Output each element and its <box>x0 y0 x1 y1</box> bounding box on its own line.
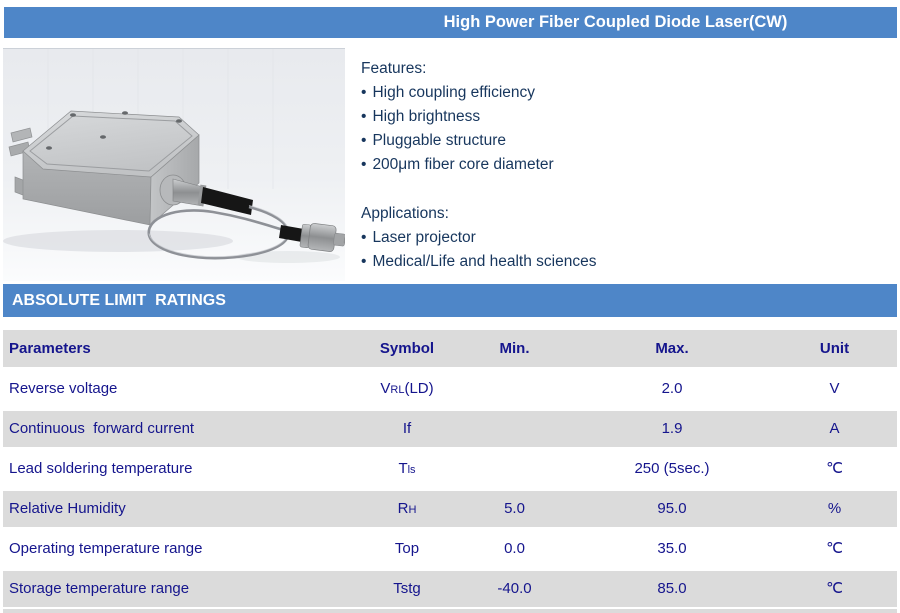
bullet-icon: • <box>361 253 367 270</box>
module-shadow <box>3 230 233 252</box>
fc-connector <box>299 223 351 252</box>
cell-symbol: Tls <box>398 460 416 477</box>
cell-max: 85.0 <box>657 580 687 597</box>
cell-min <box>457 411 572 447</box>
cell-parameter: Relative Humidity <box>9 500 126 517</box>
cell-parameter: Lead soldering temperature <box>9 460 193 477</box>
bullet-icon: • <box>361 132 367 149</box>
cell-unit: V <box>829 380 840 397</box>
cell-max: 250 (5sec.) <box>634 460 710 477</box>
feature-text: 200μm fiber core diameter <box>372 156 554 173</box>
cell-unit: A <box>829 420 840 437</box>
cell-min: -40.0 <box>497 580 532 597</box>
next-row-edge <box>3 609 897 613</box>
table-header-row: Parameters Symbol Min. Max. Unit <box>3 330 897 371</box>
cell-min <box>457 451 572 487</box>
feature-text: High coupling efficiency <box>372 84 535 101</box>
table-row: Storage temperature range Tstg -40.0 85.… <box>3 571 897 611</box>
laser-module-illustration <box>3 49 351 281</box>
application-item: • Laser projector <box>361 226 893 250</box>
cell-parameter: Storage temperature range <box>9 580 190 597</box>
cell-unit: % <box>827 500 842 517</box>
feature-text: High brightness <box>372 108 481 125</box>
features-heading: Features: <box>361 60 427 77</box>
cell-unit: ℃ <box>826 540 843 557</box>
cell-symbol: If <box>402 420 412 437</box>
bullet-icon: • <box>361 229 367 246</box>
bullet-icon: • <box>361 84 367 101</box>
table-row: Relative Humidity RH 5.0 95.0 % <box>3 491 897 531</box>
cell-max: 35.0 <box>657 540 687 557</box>
cell-unit: ℃ <box>826 580 843 597</box>
col-header-min: Min. <box>499 340 530 357</box>
cell-parameter: Continuous forward current <box>9 420 195 437</box>
bullet-icon: • <box>361 156 367 173</box>
application-text: Laser projector <box>372 229 476 246</box>
cell-symbol: Top <box>394 540 420 557</box>
cell-symbol: Tstg <box>393 580 421 597</box>
cell-parameter: Reverse voltage <box>9 380 118 397</box>
bullet-icon: • <box>361 108 367 125</box>
module-body <box>22 110 200 226</box>
feature-item: • High brightness <box>361 105 893 129</box>
lid-screws <box>46 111 182 150</box>
cell-max: 2.0 <box>661 380 683 397</box>
cell-symbol: RH <box>397 500 417 517</box>
col-header-unit: Unit <box>819 340 850 357</box>
col-header-max: Max. <box>655 340 689 357</box>
applications-heading: Applications: <box>361 205 449 222</box>
cell-unit: ℃ <box>826 460 843 477</box>
cell-min <box>457 371 572 407</box>
table-row: Operating temperature range Top 0.0 35.0… <box>3 531 897 571</box>
cell-min: 0.0 <box>504 540 525 557</box>
product-info: Features: • High coupling efficiency • Hig… <box>361 57 893 274</box>
section-title-absolute-limit-ratings: ABSOLUTE LIMIT RATINGS <box>3 284 897 317</box>
cell-max: 95.0 <box>657 500 687 517</box>
cell-min: 5.0 <box>504 500 525 517</box>
feature-text: Pluggable structure <box>372 132 506 149</box>
fiber-boot <box>201 187 253 215</box>
cell-parameter: Operating temperature range <box>9 540 203 557</box>
page-title: High Power Fiber Coupled Diode Laser(CW) <box>4 7 897 38</box>
cell-symbol: VRL(LD) <box>380 380 434 397</box>
product-image <box>3 48 351 281</box>
cell-max: 1.9 <box>661 420 683 437</box>
applications-block: Applications: • Laser projector • Medical/… <box>361 202 893 274</box>
feature-item: • 200μm fiber core diameter <box>361 153 893 177</box>
feature-item: • High coupling efficiency <box>361 81 893 105</box>
col-header-parameters: Parameters <box>9 340 91 357</box>
table-row: Lead soldering temperature Tls 250 (5sec… <box>3 451 897 491</box>
application-item: • Medical/Life and health sciences <box>361 250 893 274</box>
table-row: Continuous forward current If 1.9 A <box>3 411 897 451</box>
col-header-symbol: Symbol <box>379 340 435 357</box>
feature-item: • Pluggable structure <box>361 129 893 153</box>
application-text: Medical/Life and health sciences <box>372 253 597 270</box>
table-row: Reverse voltage VRL(LD) 2.0 V <box>3 371 897 411</box>
absolute-limit-ratings-table: Parameters Symbol Min. Max. Unit Reverse… <box>3 330 897 611</box>
